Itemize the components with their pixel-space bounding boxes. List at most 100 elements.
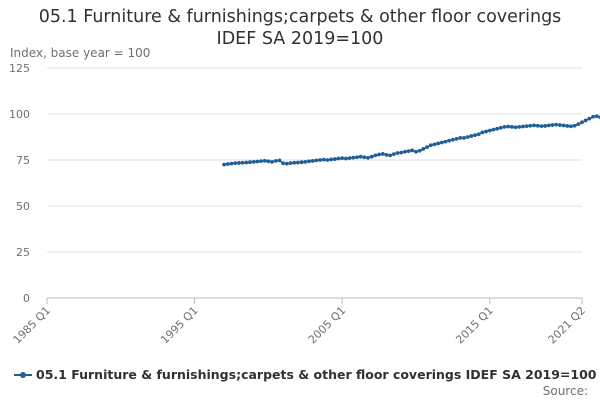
data-point[interactable] <box>417 148 422 153</box>
data-point[interactable] <box>384 152 389 157</box>
data-point[interactable] <box>351 155 356 160</box>
data-point[interactable] <box>240 160 245 165</box>
data-point[interactable] <box>587 116 592 121</box>
data-point[interactable] <box>576 122 581 127</box>
data-point[interactable] <box>251 159 256 164</box>
data-point[interactable] <box>436 141 440 146</box>
data-point[interactable] <box>439 140 444 145</box>
data-point[interactable] <box>524 124 529 129</box>
data-point[interactable] <box>528 123 533 128</box>
data-point[interactable] <box>355 155 359 160</box>
data-point[interactable] <box>248 160 252 165</box>
data-point[interactable] <box>288 161 293 166</box>
data-point[interactable] <box>594 114 599 119</box>
data-point[interactable] <box>369 154 374 159</box>
data-point[interactable] <box>517 124 522 129</box>
data-point[interactable] <box>284 161 289 166</box>
data-point[interactable] <box>307 159 311 164</box>
data-point[interactable] <box>458 136 463 140</box>
data-point[interactable] <box>432 142 437 147</box>
data-point[interactable] <box>358 154 363 159</box>
data-point[interactable] <box>543 124 547 128</box>
data-point[interactable] <box>343 156 348 161</box>
data-point[interactable] <box>554 122 559 127</box>
data-point[interactable] <box>403 149 407 154</box>
data-point[interactable] <box>480 130 485 135</box>
data-point[interactable] <box>395 151 400 155</box>
data-point[interactable] <box>454 136 459 141</box>
data-point[interactable] <box>565 124 570 128</box>
data-point[interactable] <box>491 127 496 132</box>
legend[interactable]: 05.1 Furniture & furnishings;carpets & o… <box>14 367 597 382</box>
data-point[interactable] <box>377 152 381 157</box>
data-point[interactable] <box>414 149 418 154</box>
data-point[interactable] <box>487 128 492 133</box>
data-point[interactable] <box>292 160 297 165</box>
data-point[interactable] <box>410 148 415 153</box>
data-point[interactable] <box>362 155 367 160</box>
data-point[interactable] <box>266 159 271 164</box>
data-point[interactable] <box>495 126 500 131</box>
data-point[interactable] <box>550 123 555 127</box>
data-point[interactable] <box>281 161 286 166</box>
data-point[interactable] <box>498 125 503 130</box>
data-point[interactable] <box>314 158 319 163</box>
data-point[interactable] <box>399 150 404 155</box>
data-point[interactable] <box>366 155 370 160</box>
data-point[interactable] <box>513 125 518 130</box>
data-point[interactable] <box>303 159 308 164</box>
data-point[interactable] <box>340 156 345 161</box>
data-point[interactable] <box>336 156 341 161</box>
data-point[interactable] <box>388 153 393 158</box>
data-point[interactable] <box>273 159 278 163</box>
data-point[interactable] <box>447 138 452 143</box>
data-point[interactable] <box>299 160 304 165</box>
data-point[interactable] <box>428 143 433 148</box>
data-point[interactable] <box>484 129 488 134</box>
data-point[interactable] <box>450 137 455 142</box>
data-point[interactable] <box>510 124 514 129</box>
data-point[interactable] <box>244 160 249 165</box>
data-point[interactable] <box>391 152 396 157</box>
data-point[interactable] <box>539 124 544 129</box>
data-point[interactable] <box>462 136 466 140</box>
data-point[interactable] <box>521 124 525 129</box>
data-point[interactable] <box>229 161 234 166</box>
data-point[interactable] <box>325 158 330 162</box>
data-point[interactable] <box>421 147 426 151</box>
data-point[interactable] <box>465 135 470 139</box>
data-point[interactable] <box>425 145 429 150</box>
data-point[interactable] <box>583 118 588 123</box>
data-point[interactable] <box>561 123 566 128</box>
data-point[interactable] <box>222 162 227 167</box>
data-point[interactable] <box>572 123 577 128</box>
data-point[interactable] <box>406 149 411 154</box>
data-point[interactable] <box>296 160 300 165</box>
data-point[interactable] <box>591 114 595 119</box>
data-point[interactable] <box>380 152 385 156</box>
data-point[interactable] <box>373 153 378 158</box>
data-point[interactable] <box>225 162 230 166</box>
data-point[interactable] <box>277 158 282 163</box>
data-point[interactable] <box>255 159 260 164</box>
data-point[interactable] <box>270 159 274 164</box>
data-point[interactable] <box>502 124 507 129</box>
data-point[interactable] <box>473 133 477 138</box>
data-point[interactable] <box>506 124 511 129</box>
data-point[interactable] <box>321 157 326 162</box>
data-point[interactable] <box>259 159 263 164</box>
data-point[interactable] <box>318 158 322 162</box>
data-point[interactable] <box>546 123 551 128</box>
data-point[interactable] <box>236 161 241 165</box>
data-point[interactable] <box>532 123 536 128</box>
data-point[interactable] <box>557 123 562 127</box>
data-point[interactable] <box>310 159 315 163</box>
data-point[interactable] <box>469 134 474 138</box>
data-point[interactable] <box>535 123 540 128</box>
data-point[interactable] <box>332 157 337 161</box>
data-point[interactable] <box>476 132 481 137</box>
data-point[interactable] <box>233 161 238 166</box>
data-point[interactable] <box>580 120 584 125</box>
data-point[interactable] <box>569 124 573 129</box>
data-point[interactable] <box>262 158 267 163</box>
